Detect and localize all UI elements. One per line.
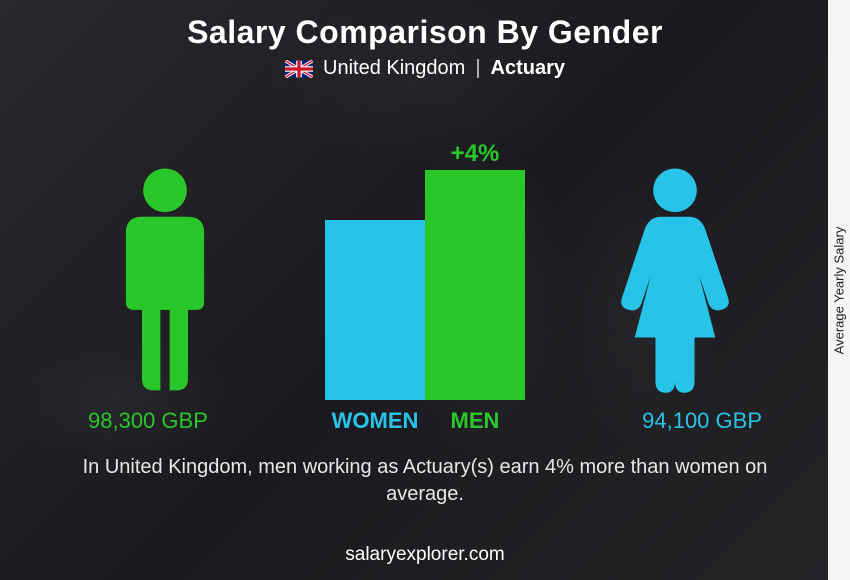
woman-icon (615, 165, 735, 395)
men-bar-label: MEN (425, 408, 525, 434)
women-salary-value: 94,100 GBP (642, 408, 762, 434)
women-bar: WOMEN (325, 220, 425, 400)
subtitle: United Kingdom | Actuary (0, 57, 850, 80)
men-salary-value: 98,300 GBP (88, 408, 208, 434)
page-title: Salary Comparison By Gender (0, 0, 850, 51)
bars-group: +4% MEN WOMEN (319, 140, 531, 400)
infographic-container: Salary Comparison By Gender United Kingd… (0, 0, 850, 580)
uk-flag-icon (285, 60, 313, 78)
summary-text: In United Kingdom, men working as Actuar… (0, 454, 850, 508)
women-bar-label: WOMEN (325, 408, 425, 434)
delta-label: +4% (425, 140, 525, 168)
subtitle-divider: | (475, 57, 480, 80)
men-bar: +4% MEN (425, 170, 525, 400)
country-label: United Kingdom (323, 57, 465, 80)
footer-credit: salaryexplorer.com (0, 544, 850, 566)
job-label: Actuary (491, 57, 565, 80)
chart-area: +4% MEN WOMEN 98,300 GBP 94,100 GBP (0, 90, 850, 450)
man-icon (105, 165, 225, 395)
